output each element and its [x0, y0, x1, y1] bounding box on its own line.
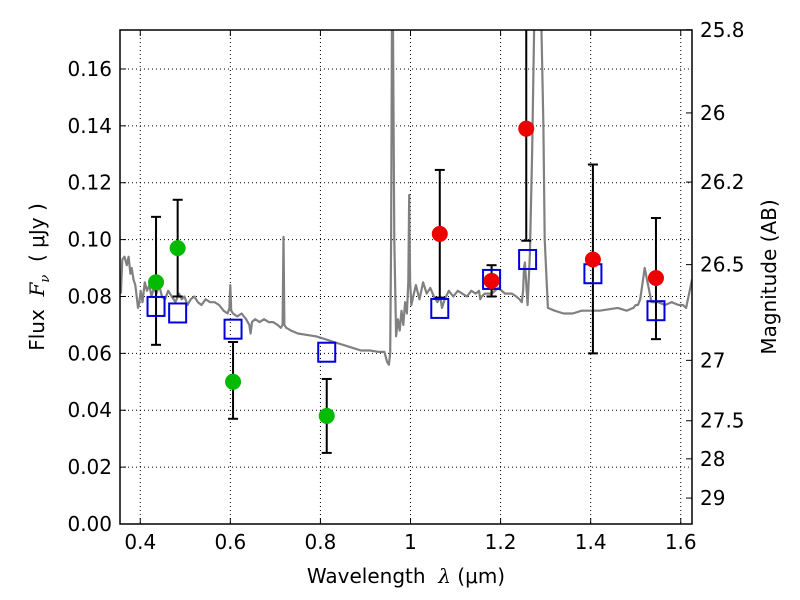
y-tick-label: 0.16	[67, 57, 112, 81]
grid	[120, 30, 692, 524]
y2-tick-label: 28	[700, 447, 725, 471]
plot-frame	[119, 29, 693, 525]
model-square-marker	[317, 341, 337, 363]
y-tick-label: 0.04	[67, 398, 112, 422]
y-axis-label-subscript: ν	[38, 275, 53, 283]
y-tick-label: 0.10	[67, 228, 112, 252]
y-tick-label: 0.02	[67, 455, 112, 479]
model-square-marker	[146, 295, 166, 317]
y2-tick-label: 29	[700, 486, 725, 510]
x-tick-label: 1.2	[485, 530, 517, 554]
model-square-marker	[168, 302, 188, 324]
spectrum-layer	[120, 30, 692, 366]
y-tick-label: 0.08	[67, 284, 112, 308]
photometry-circle-marker	[169, 240, 186, 257]
y2-axis-magnitude: 25.8 26 26.2 26.5 27 27.5 28 29	[686, 18, 745, 510]
y-tick-label: 0.06	[67, 341, 112, 365]
x-tick-label: 0.4	[124, 530, 156, 554]
photometry-circle-marker	[431, 225, 448, 242]
x-axis-label-symbol: λ	[437, 564, 451, 588]
y-axis: 0.00 0.02 0.04 0.06 0.08 0.10 0.12 0.14 0.16	[67, 57, 126, 536]
y-axis-label-symbol: F	[25, 282, 49, 298]
model-square-marker	[646, 300, 666, 322]
x-tick-label: 0.6	[214, 530, 246, 554]
y-axis-label-prefix: Flux	[25, 297, 49, 351]
photometry-circle-marker	[318, 407, 335, 424]
y2-tick-label: 26.5	[700, 253, 745, 277]
x-tick-label: 1.4	[575, 530, 607, 554]
x-tick-label: 1.6	[665, 530, 697, 554]
marker-layer	[146, 120, 666, 424]
photometry-circle-marker	[225, 373, 242, 390]
model-square-marker	[223, 318, 243, 340]
x-axis-label-suffix: (μm)	[451, 564, 505, 588]
model-square-marker	[518, 249, 538, 271]
y2-tick-label: 26.2	[700, 170, 745, 194]
y-axis-label-suffix: ( μJy )	[25, 203, 49, 275]
y2-axis-label: Magnitude (AB)	[757, 199, 781, 354]
y-tick-label: 0.12	[67, 171, 112, 195]
photometry-circle-marker	[148, 274, 165, 291]
y2-tick-label: 26	[700, 101, 725, 125]
photometry-circle-marker	[584, 251, 601, 268]
spectrum-line	[120, 30, 692, 366]
x-tick-label: 1	[404, 530, 417, 554]
y-tick-label: 0.14	[67, 114, 112, 138]
photometry-circle-marker	[518, 120, 535, 137]
x-axis: 0.4 0.6 0.8 1 1.2 1.4 1.6	[124, 30, 697, 554]
x-axis-label: Wavelength λ (μm)	[307, 564, 505, 588]
y2-tick-label: 27.5	[700, 409, 745, 433]
model-square-marker	[482, 268, 502, 290]
x-axis-label-prefix: Wavelength	[307, 564, 438, 588]
y-axis-label: Flux Fν ( μJy )	[25, 203, 53, 351]
photometry-circle-marker	[647, 269, 664, 286]
y-tick-label: 0.00	[67, 512, 112, 536]
y2-tick-label: 27	[700, 348, 725, 372]
model-square-marker	[430, 297, 450, 319]
y2-tick-label: 25.8	[700, 18, 745, 42]
x-tick-label: 0.8	[305, 530, 337, 554]
photometry-circle-marker	[483, 272, 500, 289]
